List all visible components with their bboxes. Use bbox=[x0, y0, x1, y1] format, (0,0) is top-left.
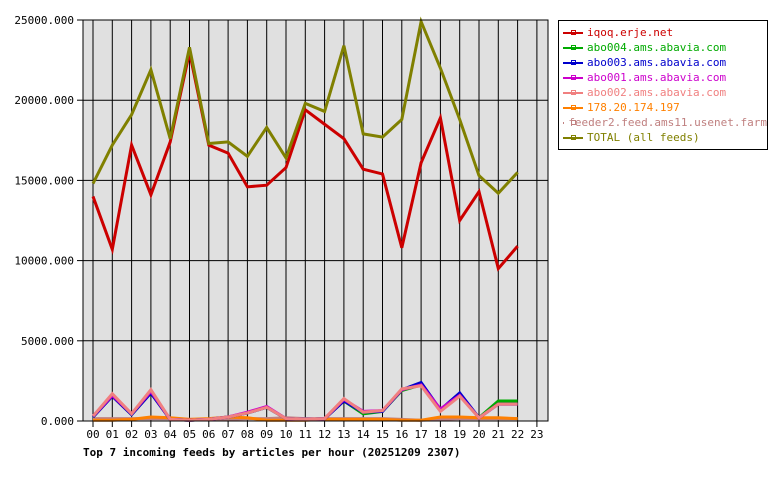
legend-item: abo004.ams.abavia.com bbox=[563, 40, 767, 55]
x-tick-label: 16 bbox=[395, 428, 408, 441]
x-tick-label: 22 bbox=[511, 428, 524, 441]
x-tick-label: 23 bbox=[530, 428, 543, 441]
legend-item: feeder2.feed.ams11.usenet.farm bbox=[563, 115, 767, 130]
legend-item: iqoq.erje.net bbox=[563, 25, 767, 40]
legend-item: abo001.ams.abavia.com bbox=[563, 70, 767, 85]
legend-line-marker-icon bbox=[563, 29, 583, 37]
legend-line-marker-icon bbox=[563, 89, 583, 97]
chart-title: Top 7 incoming feeds by articles per hou… bbox=[83, 446, 461, 459]
legend-item: TOTAL (all feeds) bbox=[563, 130, 767, 145]
legend-line-marker-icon bbox=[563, 44, 583, 52]
legend-item: abo003.ams.abavia.com bbox=[563, 55, 767, 70]
x-tick-label: 11 bbox=[299, 428, 312, 441]
x-axis-ticks: 00 01 02 03 04 05 06 07 08 09 10 11 12 13 14 15 16 17 18 19… bbox=[86, 421, 544, 441]
legend-item: 178.20.174.197 bbox=[563, 100, 767, 115]
legend-label: abo003.ams.abavia.com bbox=[587, 56, 727, 69]
plot-border bbox=[82, 19, 549, 422]
x-tick-label: 13 bbox=[337, 428, 350, 441]
legend-line-marker-icon bbox=[563, 134, 583, 142]
x-tick-label: 18 bbox=[434, 428, 447, 441]
legend-line-marker-icon bbox=[563, 119, 576, 127]
x-tick-label: 20 bbox=[472, 428, 485, 441]
x-tick-label: 10 bbox=[279, 428, 292, 441]
x-tick-label: 00 bbox=[86, 428, 99, 441]
legend-label: abo001.ams.abavia.com bbox=[587, 71, 727, 84]
x-tick-label: 05 bbox=[183, 428, 196, 441]
legend-line-marker-icon bbox=[563, 74, 583, 82]
legend-line-marker-icon bbox=[563, 59, 583, 67]
x-tick-label: 02 bbox=[125, 428, 138, 441]
legend-label: feeder2.feed.ams11.usenet.farm bbox=[568, 116, 767, 129]
x-tick-label: 07 bbox=[221, 428, 234, 441]
y-tick-label: 20000.000 bbox=[14, 94, 74, 107]
x-tick-label: 17 bbox=[414, 428, 427, 441]
y-tick-label: 5000.000 bbox=[21, 335, 74, 348]
y-tick-label: 25000.000 bbox=[14, 14, 74, 27]
legend-label: 178.20.174.197 bbox=[587, 101, 680, 114]
series-line-iqoq-erje-net bbox=[91, 51, 519, 272]
x-tick-label: 09 bbox=[260, 428, 273, 441]
x-tick-label: 15 bbox=[376, 428, 389, 441]
legend-item: abo002.ams.abavia.com bbox=[563, 85, 767, 100]
grid-lines bbox=[83, 19, 548, 422]
x-tick-label: 04 bbox=[164, 428, 178, 441]
legend-line-marker-icon bbox=[563, 104, 583, 112]
legend-label: iqoq.erje.net bbox=[587, 26, 674, 39]
series-line-abo002-ams-abavia-com bbox=[91, 384, 518, 422]
legend: iqoq.erje.net abo004.ams.abavia.com abo003… bbox=[558, 20, 768, 150]
x-tick-label: 12 bbox=[318, 428, 331, 441]
legend-label: abo004.ams.abavia.com bbox=[587, 41, 727, 54]
legend-label: TOTAL (all feeds) bbox=[587, 131, 700, 144]
x-tick-label: 03 bbox=[144, 428, 157, 441]
x-tick-label: 19 bbox=[453, 428, 466, 441]
plot-area bbox=[83, 20, 548, 421]
y-tick-label: 10000.000 bbox=[14, 255, 74, 268]
x-tick-label: 06 bbox=[202, 428, 215, 441]
x-tick-label: 01 bbox=[106, 428, 119, 441]
y-tick-label: 15000.000 bbox=[14, 174, 74, 187]
series-lines bbox=[91, 16, 519, 422]
series-line-total-all-feeds- bbox=[91, 16, 519, 196]
y-axis-ticks: 0.000 5000.000 10000.000 15000.000 20000.000… bbox=[14, 14, 83, 428]
x-tick-label: 08 bbox=[241, 428, 254, 441]
x-tick-label: 21 bbox=[492, 428, 505, 441]
y-tick-label: 0.000 bbox=[41, 415, 74, 428]
x-tick-label: 14 bbox=[357, 428, 371, 441]
legend-label: abo002.ams.abavia.com bbox=[587, 86, 727, 99]
